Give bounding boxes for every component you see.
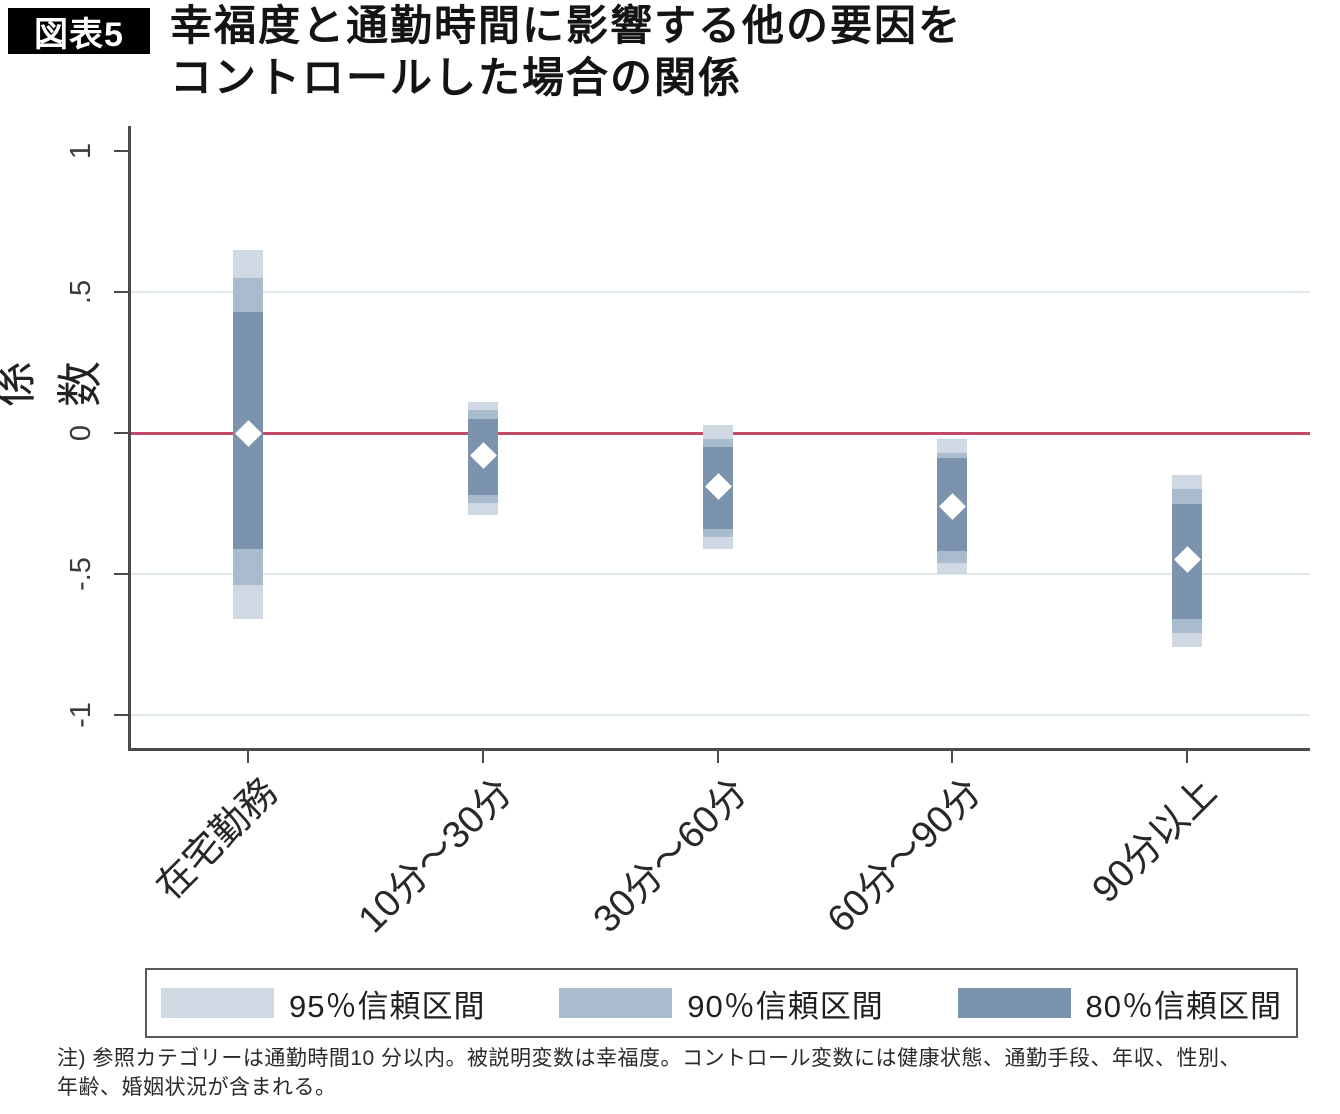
y-tick-label: -.5 [64,557,97,591]
gridline [131,291,1310,293]
figure-title-line1: 幸福度と通勤時間に影響する他の要因を [170,2,963,49]
legend-label-80ci: 80％信頼区間 [1085,988,1282,1024]
figure-title: 幸福度と通勤時間に影響する他の要因を コントロールした場合の関係 [170,0,962,104]
legend-swatch-80ci [957,988,1071,1018]
x-tick-label: 60分〜90分 [819,771,990,942]
x-axis-tick [1186,751,1188,763]
legend-swatch-90ci [559,988,673,1018]
y-axis-tick [114,432,128,434]
y-axis-title: 係数 [0,358,106,407]
x-axis-tick [951,751,953,763]
legend-item-80ci: 80％信頼区間 [957,981,1282,1026]
legend: 95％信頼区間 90％信頼区間 80％信頼区間 [145,968,1298,1038]
x-tick-label: 在宅勤務 [148,771,286,909]
footnote: 注) 参照カテゴリーは通勤時間10 分以内。被説明変数は幸福度。コントロール変数… [57,1044,1241,1102]
x-tick-label: 90分以上 [1084,771,1225,912]
y-tick-label: 1 [64,142,97,160]
x-tick-label: 30分〜60分 [585,771,756,942]
legend-item-95ci: 95％信頼区間 [161,981,485,1026]
y-tick-label: .5 [64,279,97,305]
footnote-line2: 年齢、婚姻状況が含まれる。 [57,1076,337,1099]
legend-label-95ci: 95％信頼区間 [289,988,486,1024]
footnote-line1: 注) 参照カテゴリーは通勤時間10 分以内。被説明変数は幸福度。コントロール変数… [57,1047,1242,1070]
y-tick-label: -1 [64,702,97,728]
legend-swatch-95ci [161,988,274,1018]
y-axis-tick [114,573,128,575]
figure-number-badge: 図表5 [8,8,150,54]
figure-title-line2: コントロールした場合の関係 [170,54,743,101]
x-tick-label: 10分〜30分 [350,771,521,942]
y-axis-tick [114,714,128,716]
legend-item-90ci: 90％信頼区間 [559,981,883,1026]
x-axis-tick [482,751,484,763]
x-axis-tick [717,751,719,763]
gridline [131,714,1310,716]
legend-label-90ci: 90％信頼区間 [687,988,884,1024]
y-axis-tick [114,291,128,293]
y-tick-label: 0 [64,424,97,442]
gridline [131,573,1310,575]
x-axis-tick [247,751,249,763]
plot-area: 在宅勤務 10分〜30分 30分〜60分 60分〜90分 90分以上 1 .5 0 -.5 -1 [65,126,1310,941]
y-axis-tick [114,150,128,152]
